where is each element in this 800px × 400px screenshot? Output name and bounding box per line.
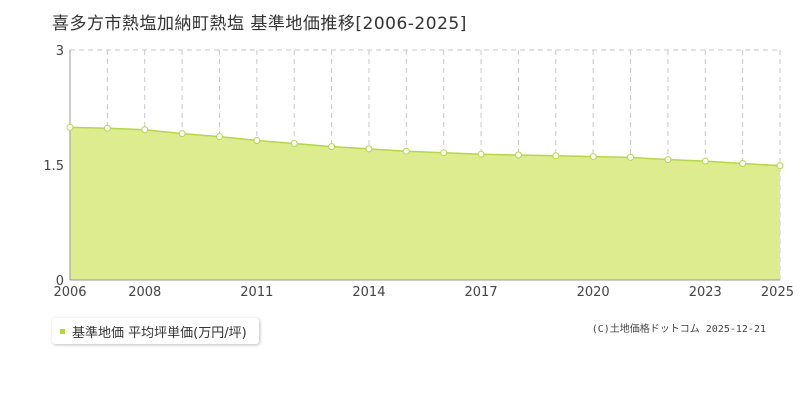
- x-tick-label: 2017: [465, 285, 498, 300]
- y-tick-label: 1.5: [43, 159, 64, 174]
- chart-title: 喜多方市熱塩加納町熱塩 基準地価推移[2006-2025]: [52, 14, 467, 34]
- data-point: [627, 153, 635, 161]
- data-point: [402, 147, 410, 155]
- data-point: [66, 123, 74, 131]
- x-tick-label: 2014: [352, 285, 385, 300]
- x-tick-label: 2008: [128, 285, 161, 300]
- data-point: [514, 151, 522, 159]
- data-points: [66, 123, 784, 170]
- y-tick-label: 0: [56, 274, 64, 289]
- data-point: [440, 149, 448, 157]
- data-point: [739, 159, 747, 167]
- x-tick-label: 2025: [761, 285, 794, 300]
- data-point: [141, 126, 149, 134]
- x-tick-label: 2006: [53, 285, 86, 300]
- data-point: [664, 156, 672, 164]
- data-point: [253, 136, 261, 144]
- data-point: [701, 157, 709, 165]
- legend-label: 基準地価 平均坪単価(万円/坪): [72, 325, 247, 341]
- series-line: [69, 126, 781, 167]
- data-point: [365, 145, 373, 153]
- y-tick-label: 3: [56, 44, 64, 59]
- data-point: [215, 133, 223, 141]
- x-tick-label: 2023: [689, 285, 722, 300]
- copyright-notice: (C)土地価格ドットコム 2025-12-21: [591, 324, 766, 335]
- legend: 基準地価 平均坪単価(万円/坪): [52, 318, 259, 344]
- x-tick-label: 2020: [577, 285, 610, 300]
- data-point: [103, 124, 111, 132]
- legend-square-icon: [60, 328, 65, 334]
- data-point: [776, 162, 784, 170]
- tick-labels: 0 1.5 3 2006 2008 2011 2014 2017 2020 2023 2025: [43, 44, 794, 300]
- axes: [69, 50, 780, 281]
- data-point: [178, 130, 186, 138]
- data-point: [328, 143, 336, 151]
- data-point: [290, 140, 298, 148]
- area-fill: [70, 127, 780, 280]
- data-point: [477, 150, 485, 158]
- area-series: [69, 126, 781, 280]
- x-tick-label: 2011: [240, 285, 273, 300]
- data-point: [589, 153, 597, 161]
- data-point: [552, 152, 560, 160]
